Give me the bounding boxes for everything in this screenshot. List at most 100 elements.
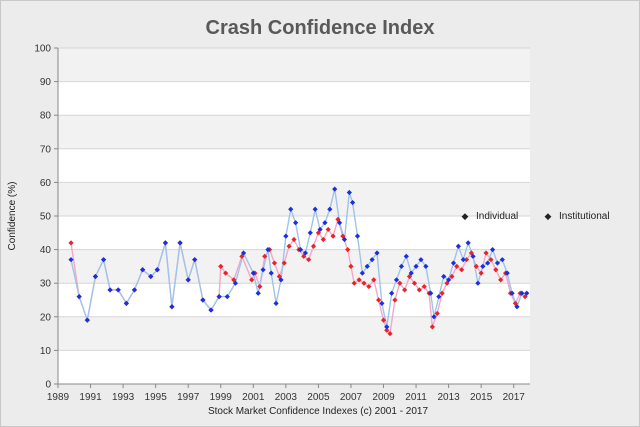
legend-label-institutional[interactable]: Institutional	[559, 211, 610, 222]
y-tick-label: 80	[40, 111, 52, 122]
data-point-institutional	[436, 294, 442, 300]
data-point-individual	[421, 283, 427, 290]
data-point-institutional	[332, 186, 338, 192]
data-point-individual	[406, 273, 413, 280]
data-point-institutional	[317, 226, 323, 233]
data-point-institutional	[499, 257, 505, 263]
data-point-institutional	[322, 220, 328, 226]
data-point-institutional	[265, 247, 271, 253]
data-point-individual	[380, 317, 387, 323]
data-point-individual	[392, 297, 398, 303]
plot-band	[58, 48, 530, 82]
data-point-institutional	[524, 290, 530, 296]
x-tick-label: 1989	[47, 392, 70, 403]
data-point-individual	[402, 287, 408, 293]
data-point-individual	[429, 324, 435, 330]
data-point-institutional	[475, 280, 481, 286]
data-point-institutional	[336, 220, 343, 226]
data-point-individual	[218, 263, 224, 269]
x-tick-label: 2003	[275, 392, 298, 403]
data-point-individual	[522, 294, 528, 300]
y-tick-label: 60	[40, 178, 52, 189]
data-point-institutional	[268, 270, 274, 276]
data-point-institutional	[255, 290, 261, 296]
y-tick-label: 90	[40, 77, 52, 88]
data-point-institutional	[169, 304, 175, 310]
data-point-institutional	[413, 263, 419, 269]
x-tick-label: 2011	[405, 392, 427, 403]
data-point-institutional	[84, 317, 90, 323]
y-tick-label: 30	[40, 279, 52, 290]
data-point-institutional	[240, 250, 247, 256]
plot-band	[58, 182, 530, 216]
plot-band	[58, 316, 530, 351]
data-point-individual	[276, 273, 282, 280]
y-axis-title: Confidence (%)	[7, 182, 18, 251]
data-point-institutional	[354, 233, 361, 239]
data-point-institutional	[273, 300, 279, 306]
data-point-institutional	[446, 277, 452, 283]
data-point-institutional	[307, 230, 313, 236]
data-point-institutional	[455, 243, 461, 249]
data-point-individual	[320, 236, 326, 243]
data-point-institutional	[140, 267, 146, 273]
data-point-individual	[351, 280, 357, 286]
legend-label-individual[interactable]: Individual	[476, 211, 518, 222]
plot-band	[58, 148, 530, 183]
legend: ◆ Individual ◆ Institutional	[462, 211, 610, 222]
y-tick-label: 20	[40, 312, 52, 323]
data-point-institutional	[107, 287, 113, 293]
data-point-individual	[249, 277, 255, 283]
data-point-institutional	[519, 290, 525, 296]
plot-area: 0 10 20 30 40 50 60 70 80 90 100 1989 1991 1993 1995 19…	[34, 44, 530, 403]
data-point-individual	[434, 310, 440, 317]
x-tick-label: 2001	[242, 392, 265, 403]
x-tick-label: 1995	[145, 392, 168, 403]
data-point-institutional	[232, 280, 239, 286]
plot-band	[58, 283, 530, 317]
data-point-individual	[315, 230, 322, 236]
data-point-individual	[68, 240, 74, 246]
data-point-individual	[310, 243, 317, 249]
data-point-institutional	[208, 307, 214, 313]
data-point-institutional	[431, 314, 437, 320]
data-point-institutional	[441, 273, 447, 280]
y-tick-label: 40	[40, 245, 52, 256]
data-point-individual	[262, 253, 268, 259]
data-point-institutional	[398, 263, 405, 269]
data-point-individual	[478, 270, 484, 276]
data-point-individual	[281, 260, 287, 266]
data-point-individual	[286, 243, 292, 249]
data-point-institutional	[504, 270, 510, 276]
data-point-institutional	[200, 297, 206, 303]
data-point-institutional	[341, 236, 348, 243]
data-point-institutional	[297, 247, 304, 253]
x-tick-label: 2013	[437, 392, 460, 403]
data-point-institutional	[185, 277, 191, 283]
data-point-individual	[306, 257, 312, 263]
data-point-institutional	[460, 257, 466, 263]
x-tick-label: 2017	[503, 392, 526, 403]
data-point-institutional	[384, 324, 390, 330]
y-tick-label: 10	[40, 346, 52, 357]
y-tick-label: 0	[45, 380, 51, 391]
data-point-institutional	[349, 199, 356, 206]
plot-band	[58, 115, 530, 149]
data-point-institutional	[216, 294, 222, 300]
data-point-individual	[345, 247, 351, 253]
x-tick-label: 2007	[340, 392, 363, 403]
legend-marker-institutional: ◆	[545, 211, 552, 221]
data-point-institutional	[428, 290, 434, 296]
data-point-individual	[325, 226, 331, 233]
data-point-institutional	[312, 206, 318, 212]
x-tick-label: 1991	[79, 392, 102, 403]
data-point-institutional	[485, 260, 491, 266]
data-point-institutional	[364, 263, 370, 269]
data-point-institutional	[450, 260, 457, 266]
data-point-institutional	[100, 257, 107, 263]
y-tick-label: 100	[34, 44, 51, 55]
data-point-institutional	[250, 270, 256, 276]
data-point-institutional	[123, 300, 129, 306]
data-point-individual	[459, 267, 465, 273]
